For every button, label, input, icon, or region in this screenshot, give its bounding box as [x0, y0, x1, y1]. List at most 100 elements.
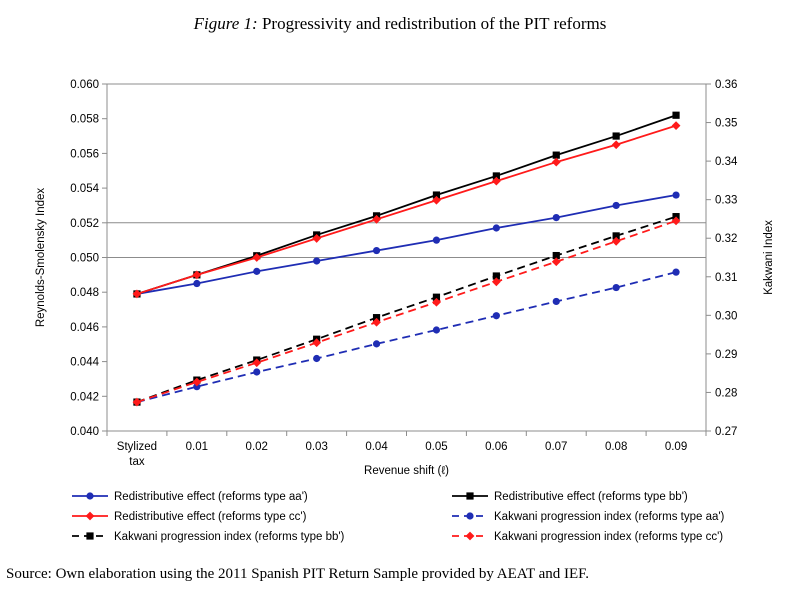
legend-marker [466, 512, 474, 520]
data-point [372, 317, 381, 327]
x-tick-label: 0.06 [485, 441, 507, 453]
y-tick-label: 0.050 [70, 253, 99, 265]
legend-marker [85, 511, 95, 521]
series-line-3 [136, 124, 677, 295]
x-tick-label: 0.07 [545, 441, 567, 453]
series-line-2 [136, 114, 677, 295]
data-point [432, 191, 441, 199]
data-point [491, 277, 501, 287]
data-point [551, 257, 561, 267]
data-point [432, 236, 441, 244]
data-point [552, 297, 560, 306]
y-tick-label: 0.058 [70, 114, 99, 126]
data-point [611, 236, 621, 246]
data-point [612, 232, 620, 240]
series-line-5 [136, 215, 677, 403]
x-tick-label: 0.05 [425, 441, 447, 453]
data-point [432, 293, 441, 301]
y-axis-title: Reynolds-Smolensky Index [35, 188, 47, 328]
data-point [193, 383, 201, 391]
x-tick-label: 0.04 [365, 441, 388, 453]
y2-tick-label: 0.33 [715, 195, 737, 207]
data-point [313, 257, 321, 265]
data-point [432, 195, 441, 205]
y2-tick-label: 0.27 [715, 426, 737, 438]
y2-axis-title: Kakwani Index [763, 220, 775, 295]
y2-tick-label: 0.34 [715, 156, 738, 168]
data-point [672, 268, 680, 276]
data-point [192, 377, 202, 387]
data-point [492, 172, 500, 180]
data-point [192, 270, 202, 280]
data-point [552, 213, 560, 222]
data-point [551, 157, 561, 167]
figure-title: Figure 1: Progressivity and redistributi… [0, 14, 800, 34]
figure-label: Figure 1: [193, 14, 258, 33]
data-point [612, 132, 620, 140]
data-point [132, 289, 142, 299]
data-point [612, 283, 620, 292]
source-note: Source: Own elaboration using the 2011 S… [6, 566, 590, 582]
data-point [432, 297, 441, 307]
x-tick-label: 0.09 [665, 441, 687, 453]
x-tick-label: 0.08 [605, 441, 627, 453]
data-point [253, 267, 261, 275]
y-tick-label: 0.052 [70, 218, 99, 230]
data-point [672, 191, 680, 199]
legend-label: Kakwani progression index (reforms type … [114, 531, 345, 543]
y-tick-label: 0.040 [70, 426, 99, 438]
x-tick-label: 0.01 [186, 441, 208, 453]
y2-tick-label: 0.30 [715, 310, 737, 322]
series-line-1 [136, 194, 677, 295]
legend-label: Redistributive effect (reforms type bb') [494, 491, 688, 503]
y2-tick-label: 0.29 [715, 349, 737, 361]
data-point [312, 234, 322, 243]
data-point [252, 253, 262, 262]
y-tick-label: 0.054 [70, 183, 99, 195]
y2-tick-label: 0.32 [715, 233, 737, 245]
data-point [612, 201, 620, 210]
data-point [432, 326, 441, 334]
x-tick-label: 0.03 [305, 441, 327, 453]
legend-label: Redistributive effect (reforms type cc') [114, 511, 307, 523]
y2-tick-label: 0.35 [715, 118, 737, 130]
legend-label: Kakwani progression index (reforms type … [494, 511, 725, 523]
figure-title-text: Progressivity and redistribution of the … [261, 14, 607, 33]
data-point [492, 312, 500, 320]
y-tick-label: 0.060 [70, 79, 99, 91]
y-tick-label: 0.048 [70, 287, 99, 299]
data-point [252, 358, 262, 368]
series-line-6 [136, 220, 677, 403]
y2-tick-label: 0.31 [715, 272, 737, 284]
x-tick-label: Stylized tax [117, 441, 157, 468]
y-tick-label: 0.044 [70, 357, 99, 369]
data-point [671, 121, 681, 131]
line-chart: 0.040 0.042 0.044 0.046 0.048 0.050 0.052 0.054… [35, 79, 775, 543]
data-point [611, 140, 621, 150]
data-point [253, 368, 261, 376]
legend-label: Kakwani progression index (reforms type … [494, 531, 723, 543]
data-point [552, 251, 560, 260]
legend-marker [466, 492, 474, 500]
y-tick-label: 0.046 [70, 322, 99, 334]
data-point [372, 314, 381, 322]
data-point [491, 176, 501, 186]
legend-marker [465, 531, 475, 541]
y2-tick-label: 0.36 [715, 79, 737, 91]
x-axis-title: Revenue shift (ℓ) [364, 465, 449, 477]
data-point [671, 216, 681, 226]
series-line-4 [136, 271, 677, 403]
y-tick-label: 0.056 [70, 148, 99, 160]
data-point [372, 214, 381, 224]
data-point [492, 224, 500, 232]
data-point [492, 272, 500, 280]
y2-tick-label: 0.28 [715, 387, 737, 399]
data-point [132, 397, 142, 407]
x-tick-label: 0.02 [246, 441, 268, 453]
y-tick-label: 0.042 [70, 391, 99, 403]
legend-marker [86, 532, 94, 540]
data-point [193, 279, 201, 288]
data-point [313, 354, 321, 363]
data-point [372, 340, 381, 348]
data-point [372, 246, 381, 255]
